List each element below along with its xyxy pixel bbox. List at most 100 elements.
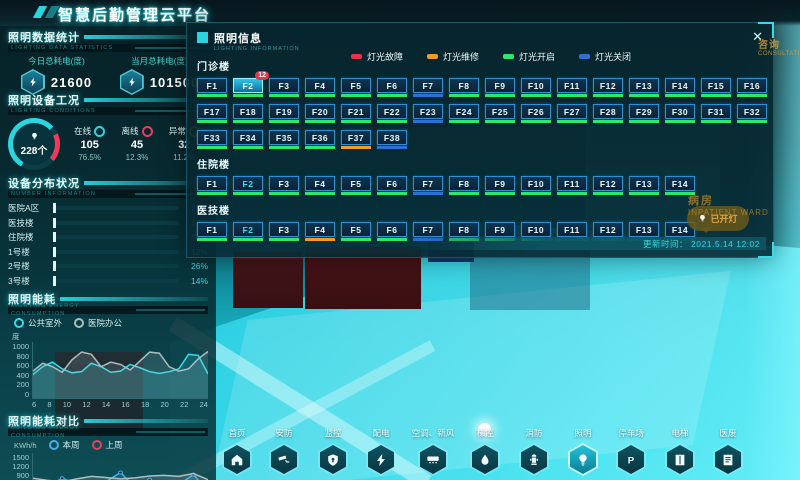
floor-button[interactable]: F8	[449, 176, 479, 195]
floor-button[interactable]: F9	[485, 78, 515, 97]
floor-button[interactable]: F34	[233, 130, 263, 149]
floor-button[interactable]: F11	[557, 78, 587, 97]
floor-button[interactable]: F14	[665, 78, 695, 97]
floor-button[interactable]: F5	[341, 176, 371, 195]
floor-button[interactable]: F27	[557, 104, 587, 123]
floor-status-underline	[629, 120, 659, 123]
legend-item: 灯光开启	[503, 50, 555, 63]
floor-status-underline	[305, 238, 335, 241]
floor-button[interactable]: F36	[305, 130, 335, 149]
floor-button[interactable]: F3	[269, 78, 299, 97]
floor-button[interactable]: F14	[665, 176, 695, 195]
nav-item-medical-waste[interactable]: 医废	[700, 427, 756, 476]
floor-button[interactable]: F15	[701, 78, 731, 97]
floor-button[interactable]: F3	[269, 176, 299, 195]
floor-button[interactable]: F32	[737, 104, 767, 123]
floor-button[interactable]: F2 12	[233, 71, 269, 97]
floor-status-underline	[701, 94, 731, 97]
scene-lamp-dot	[478, 423, 491, 436]
modal-title-icon	[197, 32, 208, 43]
floor-button[interactable]: F24	[449, 104, 479, 123]
floor-button[interactable]: F20	[305, 104, 335, 123]
header-ornament	[32, 6, 48, 18]
floor-button[interactable]: F17	[197, 104, 227, 123]
svg-text:P: P	[628, 455, 635, 466]
nav-item-fire[interactable]: 消防	[506, 427, 562, 476]
floor-button[interactable]: F12	[593, 222, 623, 241]
floor-button[interactable]: F30	[665, 104, 695, 123]
floor-button[interactable]: F12	[593, 78, 623, 97]
floor-button[interactable]: F13	[629, 176, 659, 195]
floor-button[interactable]: F12	[593, 176, 623, 195]
floor-button[interactable]: F21	[341, 104, 371, 123]
floor-button[interactable]: F2	[233, 222, 263, 241]
floor-button[interactable]: F25	[485, 104, 515, 123]
distribution-bar-row: 3号楼 14%	[8, 275, 208, 286]
floor-button[interactable]: F16	[737, 78, 767, 97]
distribution-bar-row: 住院楼 42%	[8, 230, 208, 245]
floor-button[interactable]: F7	[413, 78, 443, 97]
floor-button[interactable]: F5	[341, 222, 371, 241]
floor-button[interactable]: F8	[449, 78, 479, 97]
floor-button[interactable]: F6	[377, 176, 407, 195]
floor-button[interactable]: F38	[377, 130, 407, 149]
floor-button[interactable]: F5	[341, 78, 371, 97]
nav-item-lighting[interactable]: 照明	[555, 427, 611, 476]
nav-item-elevator-control[interactable]: 梯控	[457, 427, 513, 476]
floor-button[interactable]: F10	[521, 222, 551, 241]
legend-item: 灯光故障	[351, 50, 403, 63]
floor-button[interactable]: F9	[485, 222, 515, 241]
floor-button[interactable]: F29	[629, 104, 659, 123]
floor-button[interactable]: F7	[413, 176, 443, 195]
floor-button[interactable]: F9	[485, 176, 515, 195]
building-group: 医技楼 F1 F2 F3	[197, 202, 763, 241]
distribution-bars: 医院A区 26% 医技楼 18% 住院楼 42% 1号楼 12% 2号楼	[8, 201, 208, 288]
floor-button[interactable]: F4	[305, 176, 335, 195]
floor-button[interactable]: F18	[233, 104, 263, 123]
nav-item-elevator[interactable]: 电梯	[652, 427, 708, 476]
nav-item-monitoring[interactable]: 监控	[305, 427, 361, 476]
floor-button[interactable]: F8	[449, 222, 479, 241]
floor-button[interactable]: F1	[197, 176, 227, 195]
nav-item-hvac[interactable]: 空调、新风	[405, 427, 461, 476]
floor-button[interactable]: F1	[197, 78, 227, 97]
floor-status-underline	[485, 192, 515, 195]
floor-status-underline	[449, 192, 479, 195]
floor-button[interactable]: F3	[269, 222, 299, 241]
floor-button[interactable]: F33	[197, 130, 227, 149]
floor-button[interactable]: F4	[305, 78, 335, 97]
nav-item-parking[interactable]: 停车场 P	[603, 427, 659, 476]
lighting-status-legend: 灯光故障 灯光维修 灯光开启 灯光关闭	[351, 50, 631, 63]
floor-button[interactable]: F19	[269, 104, 299, 123]
floor-button[interactable]: F35	[269, 130, 299, 149]
condition-item: 在线 105 76.5%	[66, 125, 113, 172]
floor-status-underline	[377, 192, 407, 195]
floor-button[interactable]: F31	[701, 104, 731, 123]
nav-item-home[interactable]: 首页	[209, 427, 265, 476]
nav-item-power[interactable]: 配电	[353, 427, 409, 476]
floor-button[interactable]: F22	[377, 104, 407, 123]
distribution-bar-row: 医院A区 26%	[8, 201, 208, 216]
floor-button[interactable]: F6	[377, 78, 407, 97]
floor-button[interactable]: F6	[377, 222, 407, 241]
floor-button[interactable]: F13	[629, 78, 659, 97]
floor-button[interactable]: F10	[521, 78, 551, 97]
bolt-hex-icon	[119, 69, 144, 95]
floor-button[interactable]: F11	[557, 222, 587, 241]
nav-item-security[interactable]: 安防	[256, 427, 312, 476]
floor-button[interactable]: F13	[629, 222, 659, 241]
distribution-bar-row: 2号楼 26%	[8, 261, 208, 272]
floor-button[interactable]: F26	[521, 104, 551, 123]
floor-button[interactable]: F4	[305, 222, 335, 241]
floor-button[interactable]: F11	[557, 176, 587, 195]
floor-status-underline	[197, 192, 227, 195]
floor-button[interactable]: F23	[413, 104, 443, 123]
home-icon	[222, 443, 252, 476]
lamp-status-tooltip: 已开灯	[687, 206, 749, 233]
floor-button[interactable]: F2	[233, 176, 263, 195]
floor-button[interactable]: F7	[413, 222, 443, 241]
floor-button[interactable]: F10	[521, 176, 551, 195]
floor-button[interactable]: F28	[593, 104, 623, 123]
floor-button[interactable]: F1	[197, 222, 227, 241]
floor-button[interactable]: F37	[341, 130, 371, 149]
